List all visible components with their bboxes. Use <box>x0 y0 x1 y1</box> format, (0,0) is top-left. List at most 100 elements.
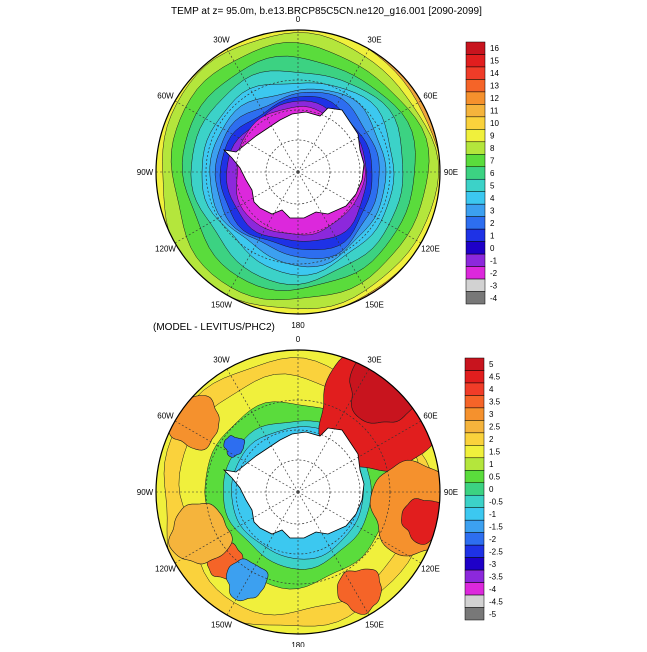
colorbar-swatch <box>465 54 486 68</box>
colorbar-swatch <box>464 594 485 608</box>
longitude-label: 60W <box>157 92 174 101</box>
colorbar-tick-label: 12 <box>490 94 499 103</box>
map-field <box>156 30 440 314</box>
colorbar-swatch <box>464 420 485 434</box>
colorbar-swatch <box>464 445 485 459</box>
field-anomaly-blob <box>168 502 233 565</box>
longitude-label: 90E <box>444 488 458 497</box>
colorbar-swatch <box>464 470 485 484</box>
colorbar-swatch <box>464 519 485 533</box>
colorbar-swatch <box>464 582 485 596</box>
bottom-polar-map: 0 30E 60E 90E 120E 150E 180 150W 120W 90W 60W 30W <box>137 335 458 650</box>
longitude-label: 30W <box>213 36 230 45</box>
longitude-label: 180 <box>291 321 305 330</box>
longitude-label: 30E <box>367 356 381 365</box>
colorbar-tick-label: 1.5 <box>489 448 501 457</box>
colorbar-tick-label: 14 <box>490 69 499 78</box>
colorbar-swatch <box>465 178 486 192</box>
longitude-label: 60W <box>157 412 174 421</box>
longitude-label: 150E <box>365 301 384 310</box>
colorbar-tick-label: 4.5 <box>489 373 501 382</box>
colorbar-tick-label: 5 <box>489 360 494 369</box>
colorbar-tick-label: 16 <box>490 44 499 53</box>
colorbar-tick-label: -2.5 <box>489 547 503 556</box>
colorbar-swatch <box>465 141 486 155</box>
longitude-label: 60E <box>423 92 437 101</box>
colorbar-swatch <box>465 104 486 118</box>
colorbar-tick-label: -4.5 <box>489 597 503 606</box>
colorbar-swatch <box>464 395 485 409</box>
field-anomaly-blob <box>337 568 382 615</box>
colorbar-swatch <box>465 253 486 267</box>
colorbar-tick-label: 2 <box>490 219 495 228</box>
colorbar-tick-label: 9 <box>490 132 495 141</box>
longitude-label: 120W <box>155 245 176 254</box>
colorbar-swatch <box>464 557 485 571</box>
longitude-label: 120E <box>421 565 440 574</box>
map-field <box>156 350 440 634</box>
colorbar-swatch <box>464 532 485 546</box>
colorbar-tick-label: -1 <box>490 256 498 265</box>
colorbar-tick-label: 8 <box>490 144 495 153</box>
longitude-label: 120E <box>421 245 440 254</box>
colorbar-tick-label: 15 <box>490 57 499 66</box>
colorbar-tick-label: 13 <box>490 82 499 91</box>
colorbar-tick-label: 6 <box>490 169 495 178</box>
colorbar-swatch <box>464 507 485 521</box>
colorbar-tick-label: 4 <box>490 194 495 203</box>
colorbar-tick-label: 0 <box>490 244 495 253</box>
colorbar-swatch <box>464 482 485 496</box>
colorbar-tick-label: -2 <box>489 535 497 544</box>
colorbar-swatch <box>464 357 485 371</box>
longitude-label: 150W <box>211 301 232 310</box>
colorbar-tick-label: 1 <box>490 231 495 240</box>
colorbar-swatch <box>464 432 485 446</box>
colorbar-tick-label: -3.5 <box>489 572 503 581</box>
longitude-label: 180 <box>291 641 305 647</box>
colorbar-swatch <box>464 494 485 508</box>
map-border <box>155 29 441 315</box>
bottom-map-title: (MODEL - LEVITUS/PHC2) <box>153 322 275 333</box>
colorbar-swatch <box>464 457 485 471</box>
longitude-label: 120W <box>155 565 176 574</box>
longitude-label: 30E <box>367 36 381 45</box>
colorbar-tick-label: 3 <box>489 410 494 419</box>
colorbar-tick-label: -4 <box>489 585 497 594</box>
longitude-label: 150E <box>365 621 384 630</box>
longitude-label: 60E <box>423 412 437 421</box>
colorbar-tick-label: 3 <box>490 206 495 215</box>
colorbar-tick-label: -0.5 <box>489 498 503 507</box>
colorbar-swatch <box>465 216 486 230</box>
colorbar-swatch <box>465 191 486 205</box>
colorbar-tick-label: -4 <box>490 294 498 303</box>
colorbar-tick-label: 4 <box>489 385 494 394</box>
top-map-title: TEMP at z= 95.0m, b.e13.BRCP85C5CN.ne120… <box>171 6 482 17</box>
colorbar-swatch <box>465 203 486 217</box>
colorbar-tick-label: -2 <box>490 269 498 278</box>
longitude-label: 0 <box>296 15 301 24</box>
colorbar-tick-label: 11 <box>490 107 499 116</box>
colorbar-swatch <box>465 66 486 80</box>
colorbar-tick-label: 0.5 <box>489 473 501 482</box>
longitude-label: 90E <box>444 168 458 177</box>
colorbar-tick-label: -3 <box>490 281 498 290</box>
colorbar-tick-label: 2.5 <box>489 423 501 432</box>
colorbar-tick-label: -1.5 <box>489 522 503 531</box>
field-anomaly-blob <box>223 435 245 458</box>
bottom-colorbar: 5 4.5 4 3.5 3 2.5 2 1.5 1 0.5 0 -0.5 -1 -1.5 -2 -2.5 -3 -… <box>464 357 503 621</box>
colorbar-tick-label: 1 <box>489 460 494 469</box>
colorbar-swatch <box>465 266 486 280</box>
colorbar-swatch <box>464 370 485 384</box>
colorbar-swatch <box>465 291 486 305</box>
colorbar-tick-label: -5 <box>489 610 497 619</box>
colorbar-swatch <box>465 91 486 105</box>
longitude-label: 90W <box>137 488 154 497</box>
colorbar-swatch <box>465 241 486 255</box>
colorbar-swatch <box>465 79 486 93</box>
antarctica-landmass <box>222 427 365 539</box>
colorbar-swatch <box>465 129 486 143</box>
antarctica-landmass <box>222 107 365 219</box>
colorbar-swatch <box>465 228 486 242</box>
